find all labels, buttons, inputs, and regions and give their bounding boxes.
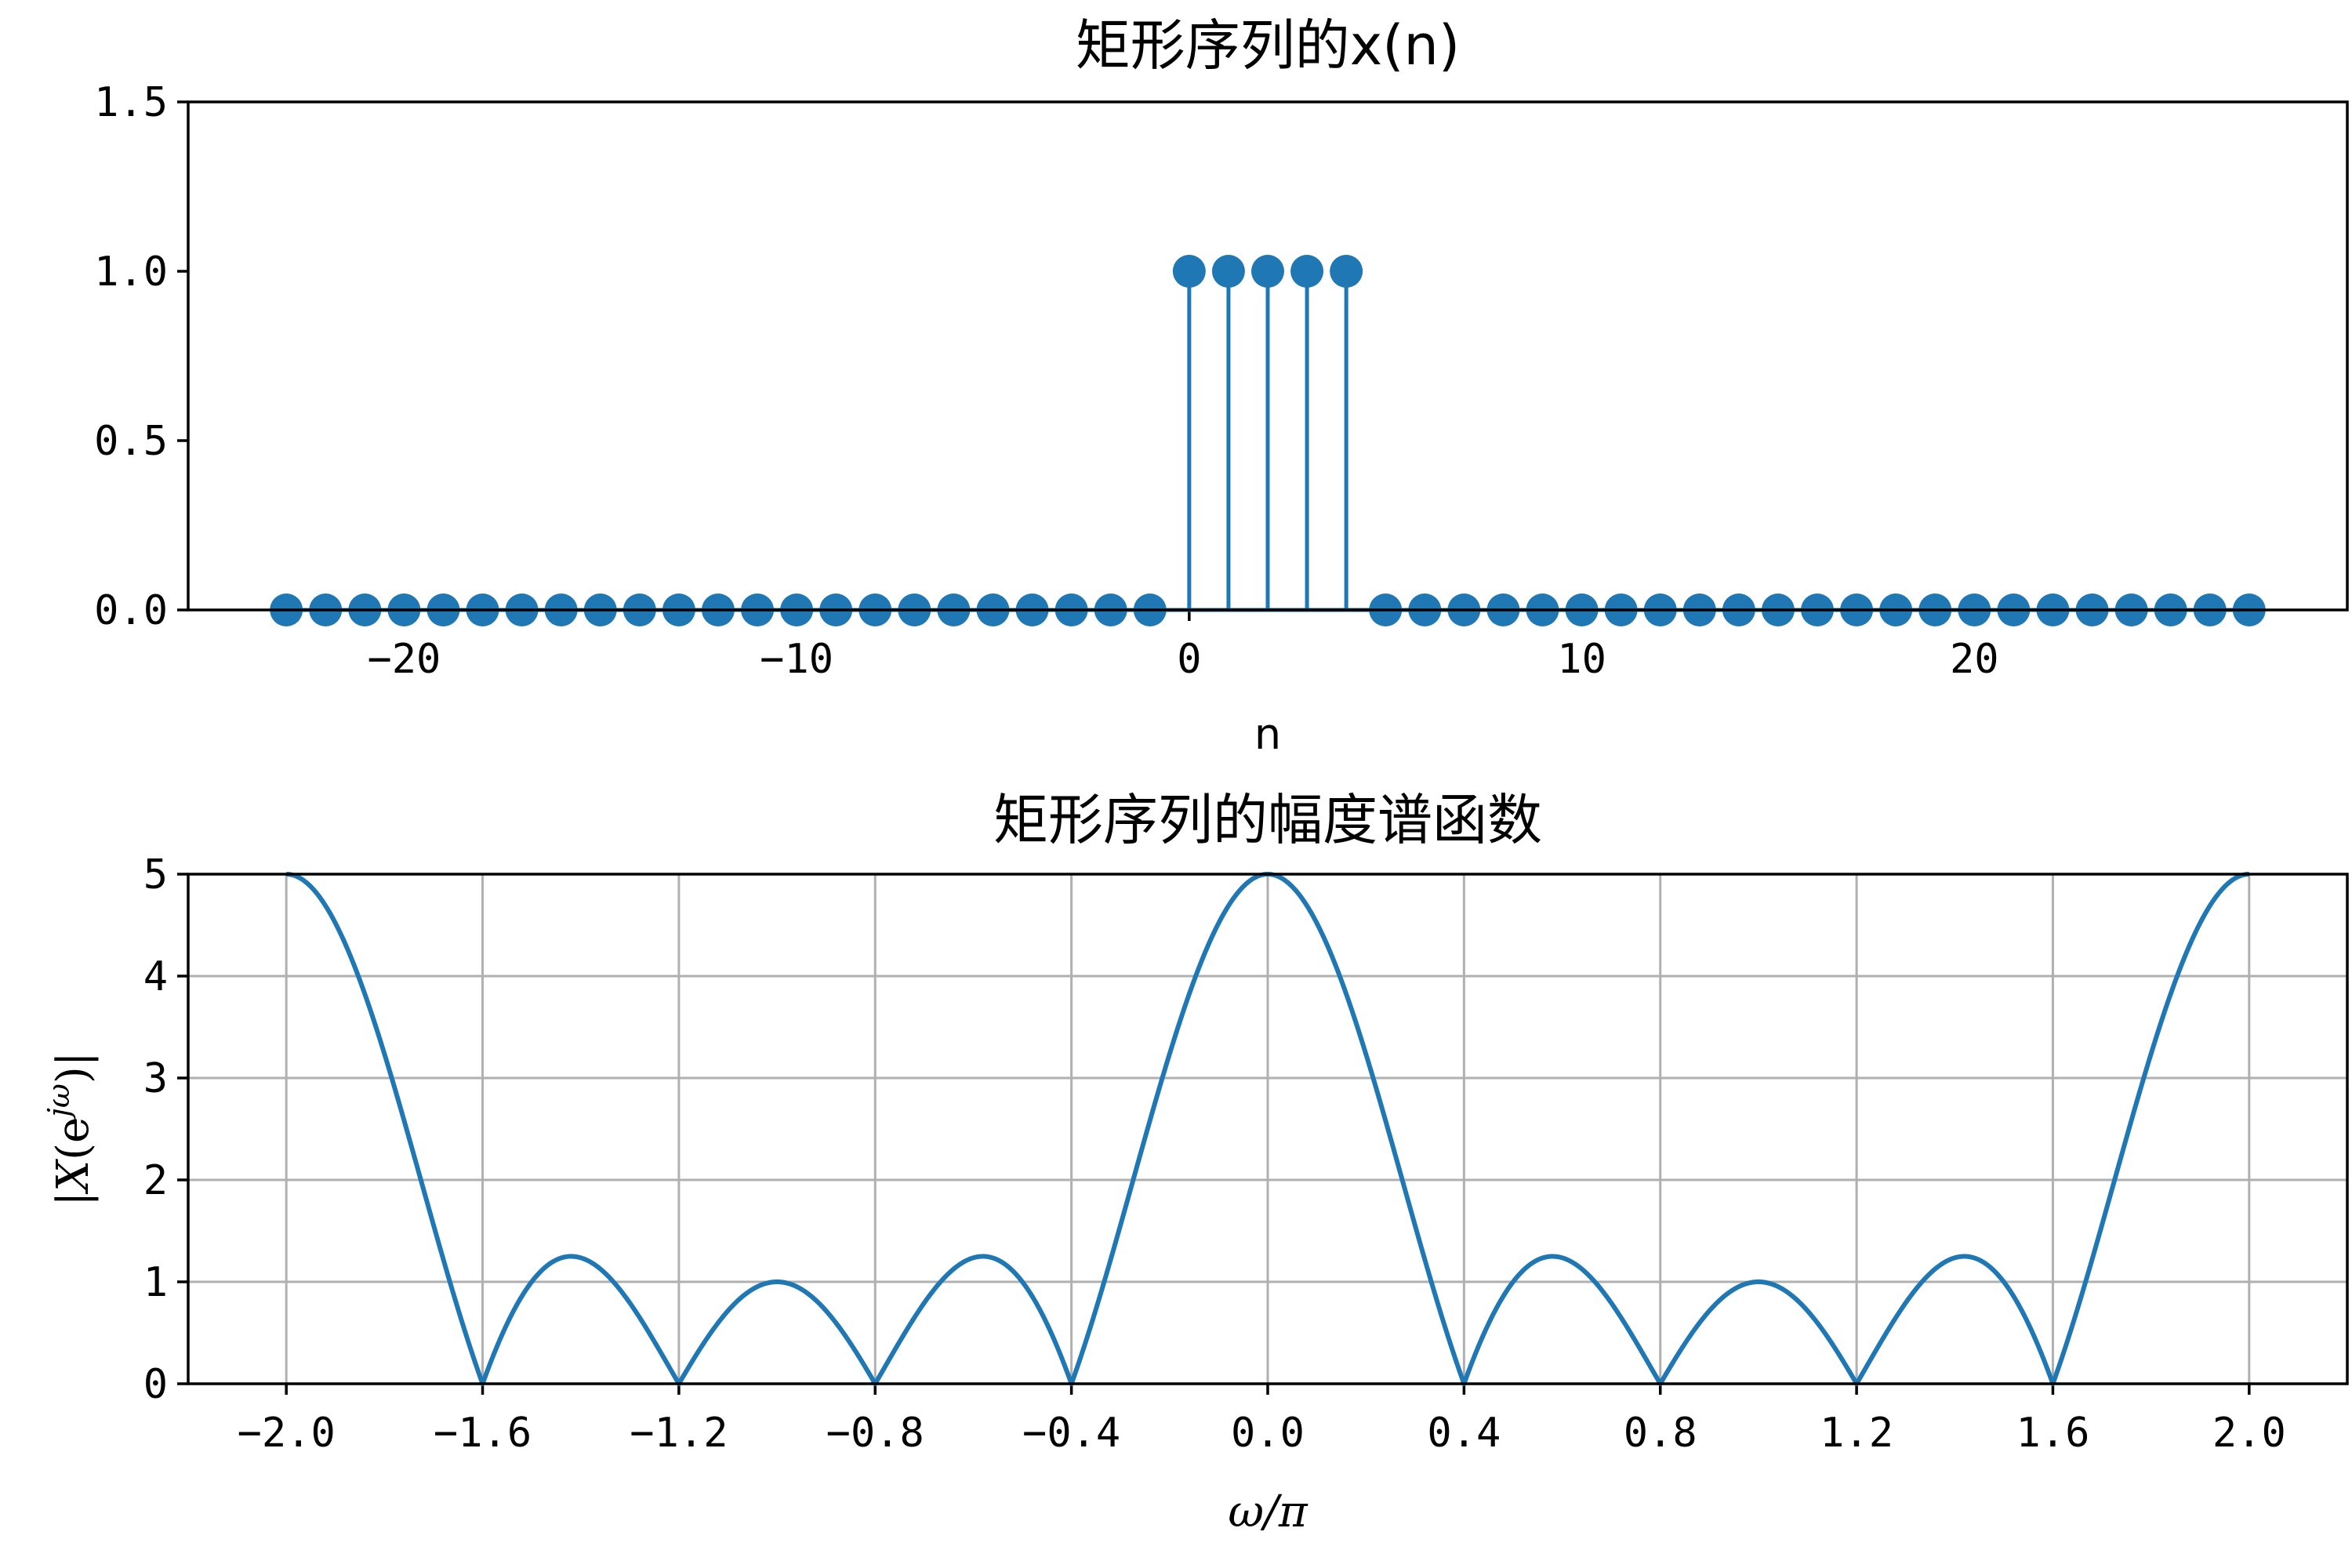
magnitude-plot-xtick-label: 1.2 (1820, 1410, 1893, 1457)
stem-plot-axes: 矩形序列的x(n) −20 −10 0 10 20 0.0 0.5 1.0 1.5 n (94, 13, 2349, 759)
magnitude-plot-xtick-label: 0.4 (1427, 1410, 1501, 1457)
magnitude-plot-xtick-label: 1.6 (2016, 1410, 2089, 1457)
stem-marker (1330, 255, 1363, 288)
magnitude-plot-xtick-label: −1.6 (434, 1410, 532, 1457)
magnitude-plot-xtick-label: −1.2 (630, 1410, 728, 1457)
stem-plot-ticks: −20 −10 0 10 20 0.0 0.5 1.0 1.5 (94, 79, 1999, 683)
stem-marker (1172, 255, 1206, 288)
stem-plot-xtick-label: 0 (1177, 636, 1201, 683)
stem-marker (1290, 255, 1324, 288)
stem-plot-ytick-label: 0.5 (94, 418, 168, 465)
magnitude-plot-ytick-label: 3 (143, 1055, 168, 1102)
magnitude-plot-xtick-label: −2.0 (238, 1410, 336, 1457)
stem-plot-title: 矩形序列的x(n) (1076, 13, 1460, 78)
stem-marker (1211, 255, 1245, 288)
magnitude-plot-ytick-label: 1 (143, 1259, 168, 1306)
magnitude-plot-xtick-label: 0.0 (1231, 1410, 1305, 1457)
stem-plot-ytick-label: 1.5 (94, 79, 168, 126)
magnitude-plot-title: 矩形序列的幅度谱函数 (993, 788, 1542, 852)
stem-plot-xlabel: n (1254, 710, 1281, 759)
stem-plot-xtick-label: −10 (760, 636, 833, 683)
magnitude-plot-axes: 矩形序列的幅度谱函数 −2.0 −1.6 −1.2 −0.8 −0.4 0.0 0.4 0.8… (42, 788, 2349, 1537)
magnitude-plot-xtick-label: 0.8 (1624, 1410, 1697, 1457)
stem-plot-xtick-label: 20 (1950, 636, 1999, 683)
magnitude-plot-grid (188, 873, 2347, 1385)
magnitude-plot-ticks: −2.0 −1.6 −1.2 −0.8 −0.4 0.0 0.4 0.8 1.2 1.6 2.0 0 1… (143, 851, 2286, 1457)
magnitude-plot-xtick-label: 2.0 (2212, 1410, 2286, 1457)
magnitude-plot-xtick-label: −0.8 (826, 1410, 924, 1457)
stem-plot-xtick-label: 10 (1557, 636, 1606, 683)
stem-plot-ytick-label: 1.0 (94, 249, 168, 296)
stem-plot-stems (270, 255, 2266, 626)
magnitude-plot-ylabel: |X(ejω)| (42, 1051, 99, 1206)
magnitude-plot-xlabel: ω/π (1228, 1486, 1308, 1537)
magnitude-plot-frame (187, 873, 2349, 1385)
stem-plot-xtick-label: −20 (367, 636, 441, 683)
magnitude-plot-ytick-label: 0 (143, 1361, 168, 1408)
magnitude-plot-xtick-label: −0.4 (1022, 1410, 1120, 1457)
stem-marker (1251, 255, 1284, 288)
stem-plot-frame (187, 100, 2349, 612)
magnitude-plot-ytick-label: 5 (143, 851, 168, 898)
magnitude-plot-ytick-label: 2 (143, 1157, 168, 1204)
stem-plot-ytick-label: 0.0 (94, 587, 168, 634)
magnitude-plot-ytick-label: 4 (143, 953, 168, 1000)
